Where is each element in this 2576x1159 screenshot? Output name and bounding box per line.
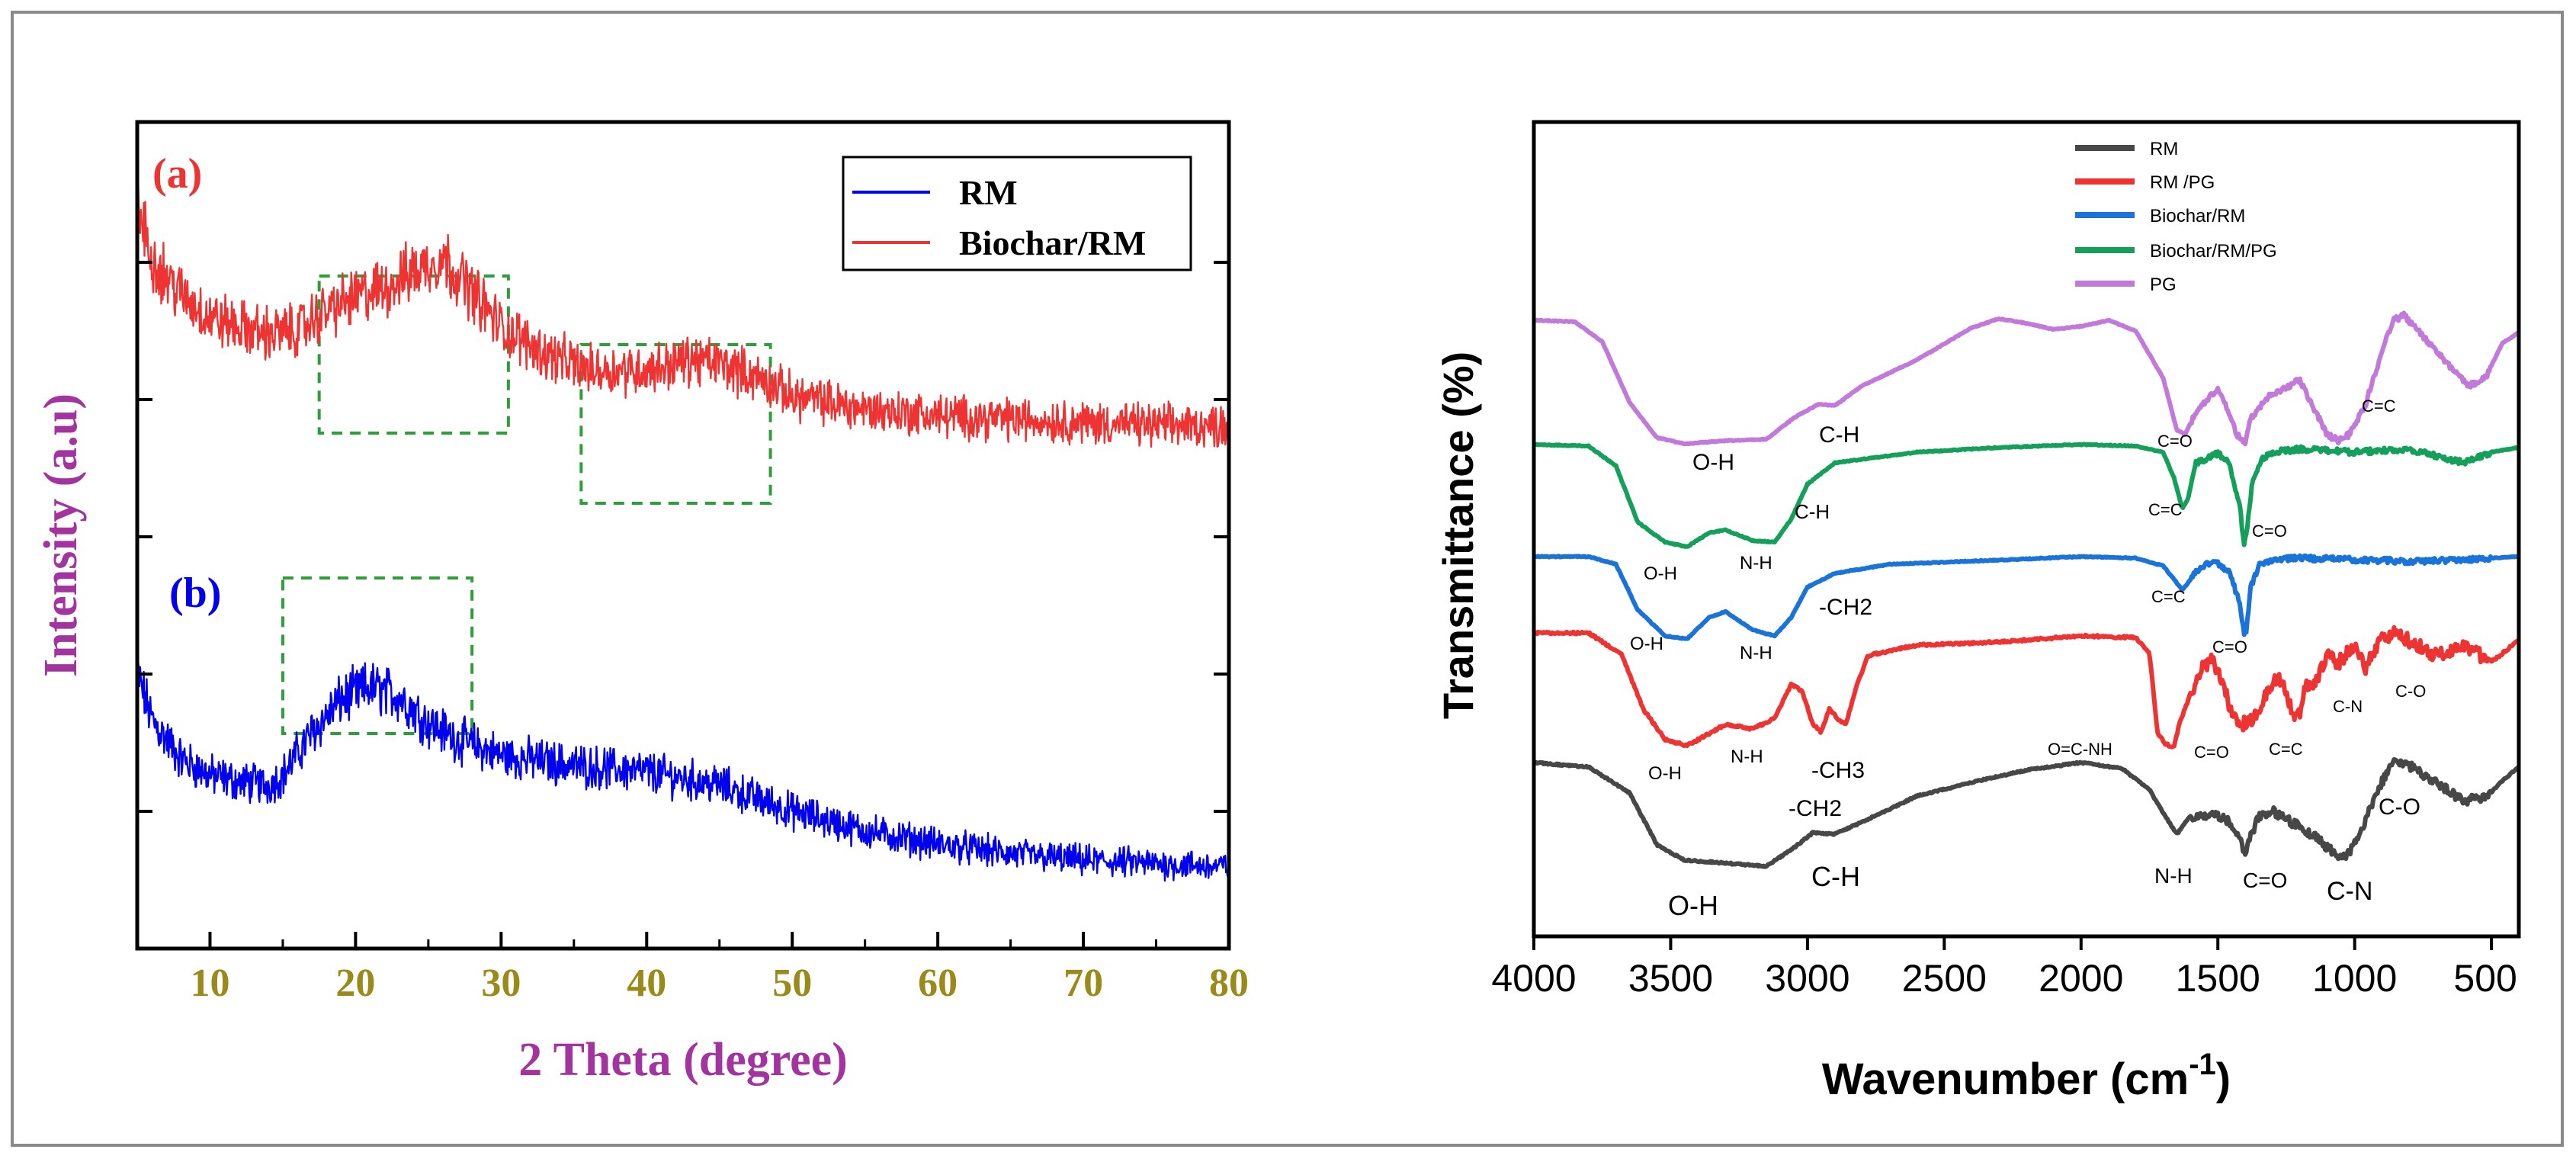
panel-label-b: (b) [169,570,221,617]
annotation-biochar-rm-o-h: O-H [1630,634,1663,654]
legend-label-biochar-rm: Biochar/RM [959,223,1146,262]
annotation-biochar-rm-pg-n-h: N-H [1740,553,1772,573]
panel-label-a: (a) [152,150,202,197]
ftir-y-axis-title: Transmittance (%) [1434,352,1482,719]
legend-label-biochar-rm: Biochar/RM [2150,206,2245,226]
xrd-legend-box [842,156,1192,271]
ftir-x-axis-title-sup: -1 [2189,1048,2216,1081]
xrd-highlight-box-3 [281,576,474,735]
ftir-x-axis-title: Wavenumber (cm-1) [1822,1048,2231,1104]
annotation-rm-ch2: -CH2 [1788,796,1842,821]
ftir-x-tick-label-500: 500 [2453,957,2517,1000]
ftir-legend: RM RM /PG Biochar/RM Biochar/RM/PG PG [2075,139,2277,295]
xrd-x-tick-label: 60 [918,962,958,1005]
ftir-x-tick-label-1500: 1500 [2176,957,2260,1000]
legend-label-rm-pg: RM /PG [2150,172,2215,193]
annotation-biochar-rm-pg-o-h: O-H [1644,563,1677,584]
annotation-rm-pg-c-o: C=O [2194,743,2229,762]
annotation-pg-c-o: C=O [2157,432,2193,451]
ftir-plot-frame [1532,120,2521,939]
ftir-x-tick-label-3000: 3000 [1765,957,1849,1000]
xrd-series-line-biochar-rm [137,172,1229,448]
ftir-x-axis-title-end: ) [2216,1055,2231,1104]
annotation-rm-pg-ch3: -CH3 [1811,758,1865,783]
annotation-biochar-rm-c-o: C=O [2212,637,2247,657]
xrd-series-line-rm [137,658,1229,882]
annotation-biochar-rm-pg-c-o: C=O [2252,522,2287,541]
legend-label-pg: PG [2150,274,2177,295]
legend-label-rm: RM [959,173,1018,212]
ftir-chart: 4000 3500 3000 2500 2000 1500 1000 500 Wavenumb… [1434,120,2521,1104]
annotation-rm-c-o-2: C-O [2379,795,2420,820]
annotation-rm-n-h: N-H [2154,864,2193,888]
xrd-x-tick-label: 40 [627,962,666,1005]
xrd-x-tick-label: 30 [481,962,521,1005]
ftir-x-tick-label-2500: 2500 [1902,957,1987,1000]
ftir-series-line-pg [1534,310,2519,447]
xrd-x-tick-label: 70 [1063,962,1103,1005]
xrd-x-tick-label: 10 [190,962,229,1005]
ftir-x-tick-label-1000: 1000 [2312,957,2397,1000]
ftir-x-tick-label-2000: 2000 [2039,957,2123,1000]
annotation-biochar-rm-c-c: C=C [2151,587,2186,606]
ftir-x-tick-label-4000: 4000 [1491,957,1576,1000]
annotation-rm-c-o: C=O [2243,868,2287,892]
annotation-pg-c-h: C-H [1819,422,1859,448]
xrd-x-axis-title: 2 Theta (degree) [518,1034,848,1086]
ftir-x-axis: 4000 3500 3000 2500 2000 1500 1000 500 [1491,936,2517,1000]
ftir-x-tick-label-3500: 3500 [1628,957,1713,1000]
annotation-rm-pg-o-c-nh: O=C-NH [2048,740,2112,759]
annotation-rm-c-n: C-N [2327,877,2372,906]
annotation-rm-pg-c-o-2: C-O [2395,682,2426,701]
annotation-rm-o-h: O-H [1668,890,1718,921]
annotation-biochar-rm-ch2: -CH2 [1819,595,1872,620]
legend-label-biochar-rm-pg: Biochar/RM/PG [2150,241,2277,262]
annotation-rm-pg-c-c: C=C [2269,740,2303,759]
xrd-chart: 10 20 30 40 50 60 70 80 (b) (a) 2 Theta (degree… [35,120,1249,1086]
xrd-y-axis-ticks [137,261,1229,813]
ftir-x-axis-title-main: Wavenumber (cm [1822,1055,2189,1104]
annotation-rm-pg-c-n: C-N [2333,697,2363,716]
legend-label-rm: RM [2150,139,2178,159]
annotation-rm-pg-o-h: O-H [1648,763,1682,784]
annotation-pg-c-c: C=C [2362,396,2396,416]
annotation-pg-o-h: O-H [1692,450,1734,475]
ftir-series-line-biochar-rm-pg [1534,441,2519,549]
xrd-x-tick-label: 50 [772,962,812,1005]
annotation-rm-pg-n-h: N-H [1731,746,1763,767]
annotation-biochar-rm-n-h: N-H [1740,643,1772,663]
xrd-y-axis-title: Intensity (a.u) [35,393,87,677]
ftir-series-line-biochar-rm [1534,553,2519,641]
ftir-series-line-rm-pg [1534,624,2519,750]
ftir-series-line-rm [1534,757,2519,869]
xrd-x-tick-label: 20 [335,962,375,1005]
xrd-legend: RM Biochar/RM [842,156,1192,271]
xrd-x-tick-label: 80 [1209,962,1249,1005]
ftir-peak-annotations: O-H C-H C=O C=C O-H N-H C-H C=C C=O O-H … [1630,396,2426,921]
annotation-biochar-rm-pg-c-c: C=C [2148,500,2183,519]
annotation-biochar-rm-pg-c-h: C-H [1795,500,1830,523]
annotation-rm-c-h: C-H [1811,861,1860,892]
xrd-highlight-box-2 [579,343,772,505]
xrd-x-axis: 10 20 30 40 50 60 70 80 [190,932,1249,1005]
